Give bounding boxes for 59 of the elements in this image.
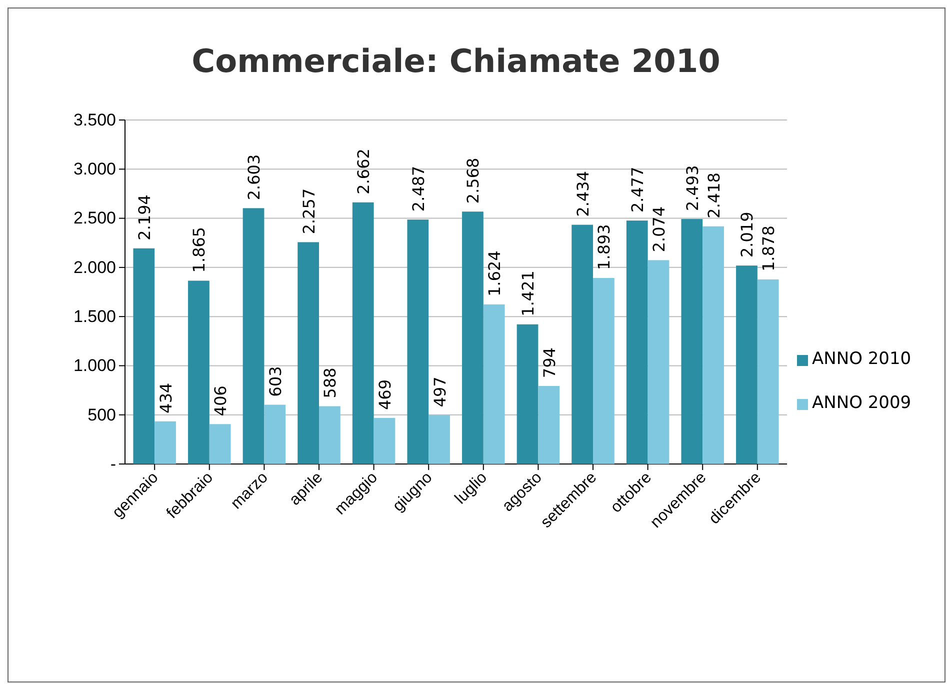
data-label: 2.493 — [682, 165, 702, 211]
data-label: 2.487 — [408, 166, 428, 212]
bar — [516, 324, 538, 464]
bar — [681, 218, 703, 464]
bar — [428, 415, 450, 464]
data-label: 497 — [430, 376, 450, 408]
bar — [538, 386, 560, 464]
data-label: 2.568 — [464, 158, 483, 204]
data-label: 2.418 — [704, 172, 724, 218]
legend-label: ANNO 2009 — [812, 393, 912, 413]
bar — [154, 421, 176, 464]
data-label: 434 — [156, 382, 176, 414]
bar — [209, 424, 231, 464]
data-label: 1.865 — [190, 226, 209, 273]
bar — [298, 242, 319, 464]
data-label: 406 — [211, 386, 230, 416]
bar — [593, 278, 614, 464]
chart-title: Commerciale: Chiamate 2010 — [192, 42, 720, 80]
data-label: 1.893 — [594, 224, 614, 270]
bar — [242, 208, 264, 464]
bar — [572, 224, 594, 464]
bar — [757, 279, 779, 464]
bar — [188, 280, 210, 464]
data-label: 2.477 — [628, 166, 648, 213]
data-label: 2.257 — [299, 188, 318, 234]
bar — [648, 260, 670, 464]
data-label: 2.019 — [738, 212, 757, 258]
data-label: 1.878 — [759, 226, 778, 272]
bar — [736, 266, 758, 464]
y-tick-label: 1.500 — [73, 307, 116, 326]
data-label: 2.194 — [134, 194, 154, 240]
data-label: 794 — [540, 347, 559, 378]
bar — [407, 220, 429, 464]
bar — [264, 404, 286, 464]
y-tick-label: - — [110, 454, 116, 474]
bar — [374, 418, 396, 464]
legend-label: ANNO 2010 — [812, 349, 912, 369]
bar — [133, 248, 155, 464]
y-tick-label: 3.500 — [73, 110, 116, 130]
data-label: 603 — [266, 366, 285, 397]
bar — [483, 304, 505, 464]
y-tick-label: 500 — [88, 405, 116, 424]
y-tick-label: 3.000 — [73, 160, 116, 179]
bar — [462, 212, 484, 464]
data-label: 1.421 — [518, 270, 538, 316]
y-tick-label: 1.000 — [73, 356, 116, 376]
data-label: 1.624 — [485, 250, 504, 296]
y-tick-label: 2.000 — [73, 258, 116, 277]
data-label: 2.662 — [354, 148, 374, 194]
data-label: 2.603 — [244, 154, 264, 200]
data-label: 2.074 — [649, 206, 668, 252]
y-tick-label: 2.500 — [73, 208, 116, 228]
bar — [626, 220, 648, 464]
bar — [352, 202, 374, 464]
data-label: 469 — [375, 379, 394, 410]
bar — [318, 406, 340, 464]
data-label: 2.434 — [573, 170, 592, 217]
data-label: 588 — [320, 368, 340, 398]
bar — [702, 226, 724, 464]
